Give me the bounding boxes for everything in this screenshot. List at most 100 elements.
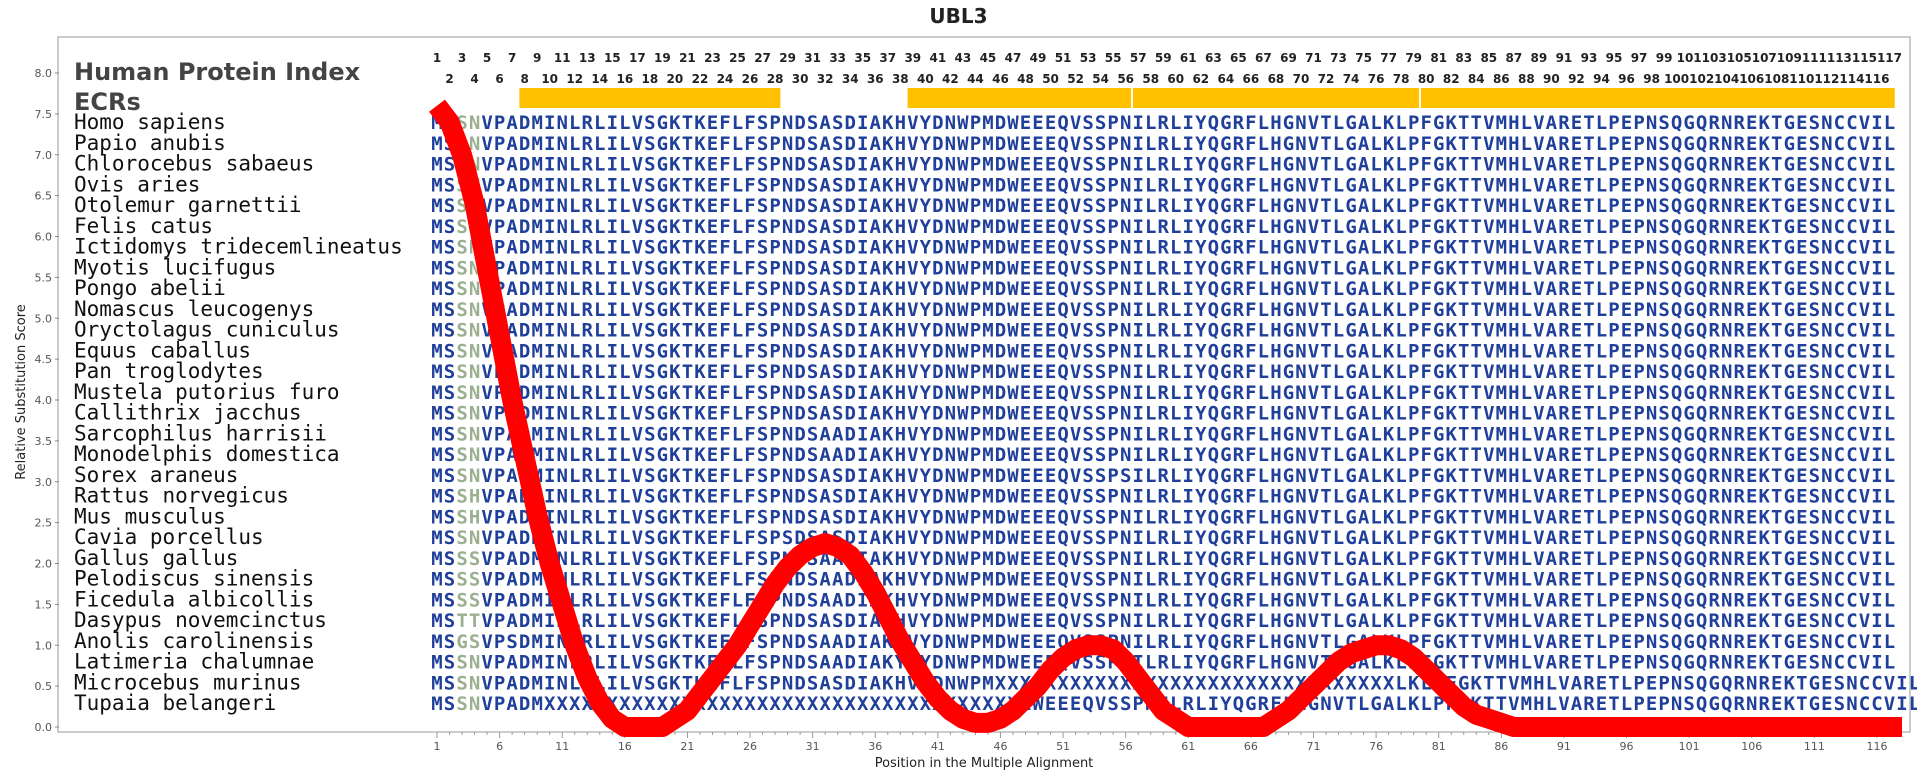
residue: F [744, 423, 755, 445]
residue: E [1020, 237, 1031, 259]
residue: I [857, 154, 868, 176]
residue: I [1132, 299, 1143, 321]
residue: N [556, 631, 567, 653]
residue: F [1245, 403, 1256, 425]
residue: E [1020, 174, 1031, 196]
residue: N [1646, 589, 1657, 611]
residue: R [1158, 237, 1170, 259]
residue: G [1283, 382, 1294, 404]
residue: P [970, 299, 981, 321]
residue: S [444, 693, 455, 715]
residue: R [1233, 589, 1245, 611]
residue: L [1370, 257, 1381, 279]
residue: K [669, 299, 681, 321]
residue: M [531, 340, 542, 362]
residue: E [707, 486, 718, 508]
residue: N [1721, 631, 1732, 653]
residue: E [707, 465, 718, 487]
residue: E [1621, 382, 1632, 404]
residue: Q [1208, 486, 1219, 508]
residue: G [1283, 195, 1294, 217]
residue: N [1646, 631, 1657, 653]
residue: N [1295, 320, 1306, 342]
residue: L [1521, 257, 1532, 279]
residue: W [957, 589, 969, 611]
residue: Y [1195, 506, 1207, 528]
residue: K [1446, 589, 1458, 611]
residue: E [1621, 506, 1632, 528]
residue: I [1871, 237, 1882, 259]
residue: T [682, 299, 693, 321]
residue: S [1095, 506, 1106, 528]
human-index-label: 74 [1343, 72, 1360, 86]
residue: P [494, 506, 505, 528]
residue: P [494, 465, 505, 487]
residue: R [1158, 216, 1170, 238]
residue: K [1446, 154, 1458, 176]
human-index-label: 86 [1493, 72, 1510, 86]
human-index-label: 58 [1142, 72, 1159, 86]
residue: S [644, 652, 655, 674]
residue: L [569, 569, 580, 591]
residue: W [1007, 548, 1019, 570]
residue: H [895, 548, 906, 570]
residue: D [519, 340, 530, 362]
residue: V [1483, 589, 1494, 611]
residue: K [1383, 652, 1395, 674]
residue: X [719, 693, 731, 715]
residue: G [1345, 278, 1356, 300]
residue: S [444, 527, 455, 549]
residue: L [1145, 527, 1156, 549]
residue: A [1358, 361, 1370, 383]
residue: N [556, 278, 567, 300]
residue: T [1771, 278, 1782, 300]
residue: P [970, 403, 981, 425]
human-index-label: 67 [1255, 51, 1272, 65]
residue: I [1871, 361, 1882, 383]
residue: F [1245, 486, 1256, 508]
residue: M [1496, 423, 1507, 445]
residue: V [632, 154, 643, 176]
residue: I [1132, 486, 1143, 508]
residue: H [1270, 257, 1281, 279]
residue: Y [1195, 444, 1207, 466]
residue: P [1408, 465, 1419, 487]
x-tick-label: 31 [806, 740, 820, 753]
species-label: Chlorocebus sabaeus [74, 152, 314, 176]
residue: L [619, 299, 630, 321]
residue: A [1546, 320, 1558, 342]
residue: I [607, 444, 618, 466]
residue: H [1508, 112, 1519, 134]
residue: D [932, 506, 943, 528]
residue: I [857, 340, 868, 362]
residue: S [757, 320, 768, 342]
residue: Q [1671, 569, 1682, 591]
residue: K [669, 174, 681, 196]
residue: S [644, 444, 655, 466]
residue: P [1633, 672, 1644, 694]
residue: A [506, 486, 518, 508]
residue: S [644, 382, 655, 404]
residue: E [1821, 693, 1832, 715]
residue: S [1658, 174, 1669, 196]
residue: P [1107, 569, 1118, 591]
residue: I [857, 486, 868, 508]
residue: S [1658, 527, 1669, 549]
residue: R [582, 569, 594, 591]
residue: P [494, 237, 505, 259]
residue: V [1533, 589, 1544, 611]
residue: V [632, 631, 643, 653]
residue: N [945, 403, 956, 425]
residue: S [1658, 112, 1669, 134]
residue: X [1270, 672, 1282, 694]
residue: Q [1671, 444, 1682, 466]
residue: T [682, 257, 693, 279]
residue: Q [1208, 340, 1219, 362]
residue: E [1032, 589, 1043, 611]
residue: G [1683, 133, 1694, 155]
residue: D [932, 257, 943, 279]
residue: C [1834, 589, 1845, 611]
residue: I [1132, 237, 1143, 259]
residue: L [1370, 382, 1381, 404]
